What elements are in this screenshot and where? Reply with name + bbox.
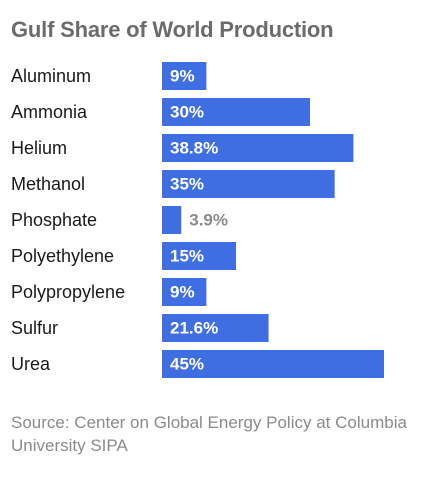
category-label: Methanol bbox=[11, 174, 85, 194]
bar bbox=[162, 278, 207, 306]
category-label: Aluminum bbox=[11, 66, 91, 86]
bar bbox=[162, 350, 384, 378]
category-label: Polyethylene bbox=[11, 246, 114, 266]
category-label: Helium bbox=[11, 138, 67, 158]
category-label: Phosphate bbox=[11, 210, 97, 230]
bar bbox=[162, 134, 354, 162]
value-label: 3.9% bbox=[189, 211, 228, 230]
bar bbox=[162, 206, 182, 234]
bar bbox=[162, 314, 269, 342]
value-label: 30% bbox=[170, 103, 204, 122]
value-label: 38.8% bbox=[170, 139, 218, 158]
bar bbox=[162, 242, 236, 270]
chart-title: Gulf Share of World Production bbox=[11, 17, 334, 42]
bars-layer: Aluminum 9% Ammonia 30% Helium 38.8% Methanol 3… bbox=[11, 62, 384, 378]
bar bbox=[162, 98, 310, 126]
chart-source: Source: Center on Global Energy Policy a… bbox=[11, 413, 407, 455]
value-label: 35% bbox=[170, 175, 204, 194]
value-label: 9% bbox=[170, 283, 195, 302]
value-label: 21.6% bbox=[170, 319, 218, 338]
category-label: Ammonia bbox=[11, 102, 88, 122]
value-label: 9% bbox=[170, 67, 195, 86]
bar bbox=[162, 62, 207, 90]
value-label: 45% bbox=[170, 355, 204, 374]
bar bbox=[162, 170, 335, 198]
category-label: Urea bbox=[11, 354, 51, 374]
bar-chart: Aluminum 9% Ammonia 30% Helium 38.8% Methanol 3… bbox=[11, 62, 384, 378]
value-label: 15% bbox=[170, 247, 204, 266]
category-label: Polypropylene bbox=[11, 282, 125, 302]
category-label: Sulfur bbox=[11, 318, 58, 338]
